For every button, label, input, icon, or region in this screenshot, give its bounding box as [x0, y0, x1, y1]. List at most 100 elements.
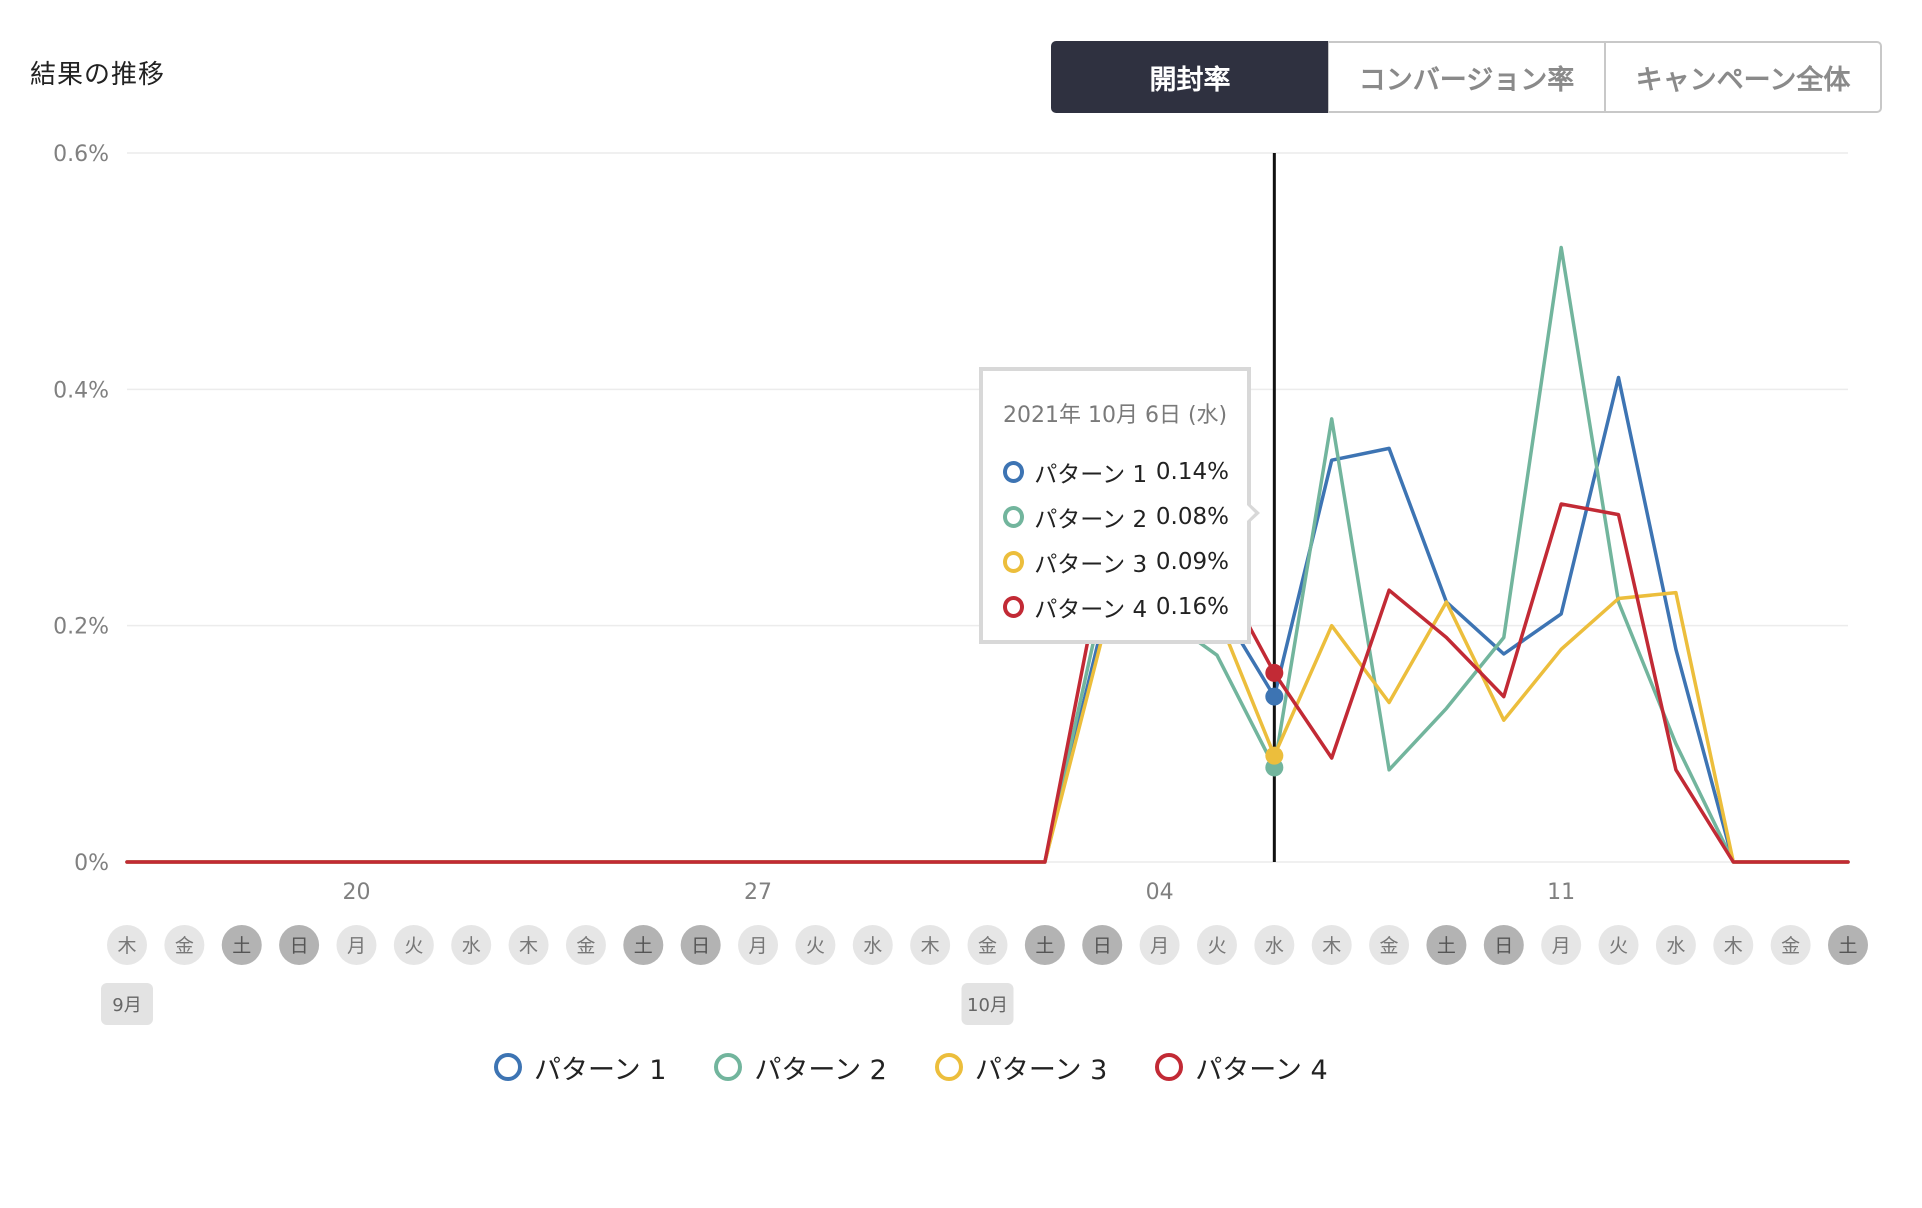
data-point-pattern-4	[1265, 663, 1284, 682]
data-point-pattern-1	[1265, 687, 1284, 706]
circle-marker-icon	[1003, 460, 1025, 483]
weekday-label: 土	[1035, 935, 1054, 957]
tooltip-row-pattern-1: パターン 1 0.14%	[1003, 449, 1229, 494]
weekday-label: 金	[576, 935, 595, 957]
chart-legend: パターン 1 パターン 2 パターン 3 パターン 4	[494, 1044, 1344, 1090]
weekday-chip	[221, 925, 262, 965]
weekday-chip	[1311, 925, 1352, 965]
legend-label: パターン 2	[754, 1054, 887, 1086]
series-line-pattern-4	[125, 502, 1850, 864]
tab-conversion-rate[interactable]: コンバージョン率	[1328, 41, 1605, 113]
weekday-label: 月	[347, 935, 366, 957]
weekday-chip	[1139, 925, 1180, 965]
weekday-chip	[680, 925, 721, 965]
weekday-label: 日	[691, 935, 710, 957]
tab-campaign-overall[interactable]: キャンペーン全体	[1605, 41, 1882, 113]
circle-marker-icon	[1003, 550, 1025, 573]
month-label: 9月	[112, 995, 141, 1016]
weekday-chip	[279, 925, 320, 965]
weekday-label: 水	[462, 935, 481, 957]
weekday-label: 日	[290, 935, 309, 957]
tooltip-series-value: 0.08%	[1155, 503, 1229, 530]
tooltip-series-value: 0.14%	[1155, 458, 1229, 485]
legend-item-pattern-4[interactable]: パターン 4	[1155, 1048, 1328, 1087]
y-tick-label: 0.2%	[53, 615, 109, 640]
axis-layer: 0% 0.2% 0.4% 0.6% 20 27 04 11 木 金 土 日 月 火 水 木 金 土 日 月 火 水 木 金 土 日…	[53, 142, 1868, 1025]
circle-marker-icon	[714, 1053, 743, 1081]
weekday-chip	[738, 925, 779, 965]
tooltip-row-pattern-4: パターン 4 0.16%	[1003, 584, 1229, 629]
metric-tabs: 開封率 コンバージョン率 キャンペーン全体	[1051, 41, 1882, 113]
weekday-label: 土	[232, 935, 251, 957]
y-tick-label: 0.4%	[53, 378, 109, 403]
weekday-label: 金	[1781, 935, 1800, 957]
weekday-label: 水	[863, 935, 882, 957]
tooltip-series-value: 0.09%	[1155, 548, 1229, 575]
weekday-label: 火	[1609, 935, 1628, 957]
data-point-pattern-3	[1265, 746, 1284, 765]
weekday-chip	[1713, 925, 1754, 965]
weekday-label: 水	[1265, 935, 1284, 957]
weekday-chip	[565, 925, 606, 965]
weekday-chip	[1828, 925, 1868, 965]
weekday-chip	[1254, 925, 1295, 965]
x-tick-label: 04	[1146, 880, 1174, 905]
x-tick-label: 20	[342, 880, 370, 905]
weekday-chip	[623, 925, 664, 965]
weekday-label: 金	[978, 935, 997, 957]
weekday-chip	[1655, 925, 1696, 965]
tooltip-series-label: パターン 4	[1034, 596, 1148, 623]
weekday-chip	[1483, 925, 1524, 965]
tooltip-series-label: パターン 3	[1034, 551, 1148, 578]
weekday-chip	[508, 925, 549, 965]
legend-label: パターン 1	[534, 1054, 667, 1086]
line-chart: 0% 0.2% 0.4% 0.6% 20 27 04 11 木 金 土 日 月 火 水 木 金 土 日 月 火 水 木 金 土 日…	[53, 142, 1868, 1025]
circle-marker-icon	[1155, 1053, 1184, 1081]
tooltip-series-value: 0.16%	[1155, 593, 1229, 620]
weekday-chip	[336, 925, 377, 965]
weekday-label: 月	[1150, 935, 1169, 957]
circle-marker-icon	[1003, 505, 1025, 528]
tooltip-series-label: パターン 1	[1034, 461, 1148, 488]
weekday-chip	[1196, 925, 1237, 965]
weekday-chip	[910, 925, 951, 965]
weekday-label: 火	[404, 935, 423, 957]
legend-item-pattern-3[interactable]: パターン 3	[934, 1048, 1108, 1087]
legend-item-pattern-2[interactable]: パターン 2	[714, 1048, 887, 1087]
circle-marker-icon	[1003, 595, 1025, 618]
weekday-label: 木	[117, 935, 136, 957]
weekday-label: 日	[1093, 935, 1112, 957]
marker-layer	[1265, 153, 1284, 862]
weekday-label: 木	[1322, 935, 1341, 957]
weekday-chip	[1426, 925, 1467, 965]
tooltip-row-pattern-2: パターン 2 0.08%	[1003, 494, 1229, 539]
weekday-label: 土	[1838, 935, 1857, 957]
legend-item-pattern-1[interactable]: パターン 1	[494, 1048, 666, 1087]
legend-label: パターン 3	[974, 1054, 1108, 1086]
weekday-label: 木	[519, 935, 538, 957]
weekday-label: 金	[175, 935, 194, 957]
weekday-label: 土	[1437, 935, 1456, 957]
weekday-label: 水	[1666, 935, 1685, 957]
circle-marker-icon	[494, 1053, 522, 1081]
month-label: 10月	[967, 995, 1008, 1016]
tab-open-rate[interactable]: 開封率	[1051, 41, 1328, 113]
weekday-label: 火	[1207, 935, 1226, 957]
weekday-label: 木	[1724, 935, 1743, 957]
tooltip-row-pattern-3: パターン 3 0.09%	[1003, 539, 1229, 584]
tooltip-series-label: パターン 2	[1034, 506, 1148, 533]
weekday-chip	[451, 925, 492, 965]
weekday-chip	[1024, 925, 1065, 965]
x-tick-label: 11	[1547, 880, 1575, 905]
weekday-label: 月	[749, 935, 768, 957]
data-tooltip: 2021年 10月 6日 (水) パターン 1 0.14% パターン 2 0.0…	[979, 367, 1260, 644]
weekday-chip	[1770, 925, 1811, 965]
y-tick-label: 0.6%	[53, 142, 109, 167]
circle-marker-icon	[934, 1053, 963, 1081]
legend-label: パターン 4	[1195, 1054, 1328, 1086]
weekday-chip	[967, 925, 1008, 965]
weekday-label: 金	[1380, 935, 1399, 957]
weekday-label: 土	[634, 935, 653, 957]
weekday-chip	[393, 925, 434, 965]
